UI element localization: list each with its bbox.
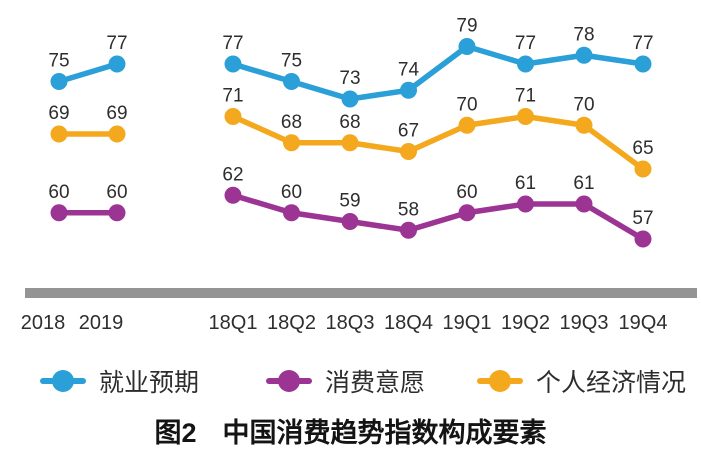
data-point-employment-outlook-19Q3 <box>575 46 593 64</box>
value-label-personal-economy-18Q3: 68 <box>339 112 360 133</box>
legend-item-consumption-willingness: 消费意愿 <box>266 363 425 399</box>
value-label-consumption-willingness-18Q3: 59 <box>339 191 360 212</box>
data-point-personal-economy-18Q2 <box>283 134 300 152</box>
value-label-consumption-willingness-18Q2: 60 <box>281 182 302 203</box>
data-point-consumption-willingness-18Q4 <box>400 221 417 239</box>
line-chart: 75 77 77 75 73 74 79 77 78 77 60 60 62 60 59 58 60 61 61 57… <box>21 16 697 334</box>
legend-marker-icon <box>266 369 312 393</box>
x-tick-18Q3: 18Q3 <box>326 312 375 334</box>
legend-dot <box>489 370 511 392</box>
x-tick-18Q1: 18Q1 <box>209 312 258 334</box>
data-point-consumption-willingness-18Q2 <box>283 204 300 222</box>
x-tick-18Q4: 18Q4 <box>384 312 433 334</box>
value-label-employment-outlook-2019: 77 <box>106 33 127 54</box>
series-line-consumption-willingness-quarterly <box>230 192 646 242</box>
x-tick-2018: 2018 <box>21 312 66 334</box>
data-point-employment-outlook-2019 <box>108 55 126 73</box>
x-tick-19Q3: 19Q3 <box>560 312 609 334</box>
series-line-personal-economy-quarterly <box>230 113 646 172</box>
value-label-employment-outlook-19Q4: 77 <box>632 33 653 54</box>
value-label-consumption-willingness-19Q2: 61 <box>515 173 536 194</box>
data-point-consumption-willingness-19Q2 <box>517 195 534 213</box>
data-point-employment-outlook-18Q3 <box>341 90 359 108</box>
value-label-consumption-willingness-18Q4: 58 <box>398 199 419 220</box>
legend-dot <box>278 370 300 392</box>
value-label-employment-outlook-2018: 75 <box>48 51 69 72</box>
chart-legend: 就业预期 消费意愿 个人经济情况 <box>0 363 701 399</box>
figure-caption: 图2 中国消费趋势指数构成要素 <box>0 411 701 450</box>
data-point-consumption-willingness-18Q1 <box>224 186 242 204</box>
legend-label-employment-outlook: 就业预期 <box>99 369 200 397</box>
value-label-personal-economy-18Q2: 68 <box>281 112 302 133</box>
x-tick-2019: 2019 <box>79 312 124 334</box>
value-label-employment-outlook-19Q3: 78 <box>573 24 594 45</box>
legend-marker-icon <box>40 369 86 393</box>
value-label-consumption-willingness-19Q4: 57 <box>632 208 653 229</box>
data-point-consumption-willingness-18Q3 <box>341 213 359 230</box>
legend-dot <box>52 370 74 392</box>
data-point-personal-economy-19Q1 <box>458 116 476 134</box>
legend-item-personal-economy: 个人经济情况 <box>477 363 686 399</box>
value-label-personal-economy-18Q1: 71 <box>222 86 243 107</box>
data-point-personal-economy-19Q2 <box>517 108 534 125</box>
legend-label-personal-economy: 个人经济情况 <box>536 369 687 397</box>
data-point-employment-outlook-2018 <box>50 73 68 90</box>
value-label-employment-outlook-18Q1: 77 <box>222 33 243 54</box>
data-point-consumption-willingness-19Q1 <box>458 204 476 222</box>
data-point-consumption-willingness-2018 <box>50 204 68 222</box>
value-label-employment-outlook-18Q2: 75 <box>281 51 302 72</box>
value-label-consumption-willingness-19Q3: 61 <box>573 173 594 194</box>
axis-divider-bar <box>25 288 697 298</box>
value-label-employment-outlook-19Q1: 79 <box>456 16 477 37</box>
data-point-personal-economy-2018 <box>50 125 68 143</box>
x-tick-19Q4: 19Q4 <box>619 312 668 334</box>
data-point-personal-economy-19Q3 <box>575 116 593 134</box>
data-point-consumption-willingness-2019 <box>108 204 126 222</box>
data-point-personal-economy-19Q4 <box>634 160 652 178</box>
value-label-employment-outlook-18Q3: 73 <box>339 68 360 89</box>
value-label-consumption-willingness-2018: 60 <box>48 182 69 203</box>
value-label-personal-economy-18Q4: 67 <box>398 121 419 142</box>
series-line-employment-outlook-quarterly <box>230 43 646 102</box>
data-point-personal-economy-18Q3 <box>341 134 359 152</box>
value-label-personal-economy-19Q4: 65 <box>632 138 653 159</box>
value-label-personal-economy-2019: 69 <box>106 103 127 124</box>
value-label-personal-economy-2018: 69 <box>48 103 69 124</box>
value-label-consumption-willingness-19Q1: 60 <box>456 182 477 203</box>
data-point-personal-economy-18Q4 <box>400 143 417 160</box>
data-point-employment-outlook-19Q4 <box>634 55 652 73</box>
value-label-employment-outlook-19Q2: 77 <box>515 33 536 54</box>
x-tick-19Q1: 19Q1 <box>443 312 492 334</box>
data-point-consumption-willingness-19Q4 <box>634 230 652 248</box>
value-label-personal-economy-19Q2: 71 <box>515 86 536 107</box>
data-point-employment-outlook-19Q1 <box>458 38 476 55</box>
data-point-personal-economy-2019 <box>108 125 126 143</box>
data-point-consumption-willingness-19Q3 <box>575 195 593 213</box>
data-point-personal-economy-18Q1 <box>224 108 242 125</box>
value-label-personal-economy-19Q3: 70 <box>573 94 594 115</box>
value-label-consumption-willingness-2019: 60 <box>106 182 127 203</box>
data-point-employment-outlook-19Q2 <box>517 55 534 73</box>
value-label-employment-outlook-18Q4: 74 <box>398 59 420 80</box>
data-point-employment-outlook-18Q4 <box>400 81 417 99</box>
value-label-consumption-willingness-18Q1: 62 <box>222 164 243 185</box>
x-tick-19Q2: 19Q2 <box>501 312 550 334</box>
data-point-employment-outlook-18Q1 <box>224 55 242 73</box>
legend-item-employment-outlook: 就业预期 <box>40 363 199 399</box>
data-point-employment-outlook-18Q2 <box>283 73 300 90</box>
x-tick-18Q2: 18Q2 <box>267 312 316 334</box>
series-line-employment-outlook-annual <box>56 61 120 85</box>
legend-marker-icon <box>477 369 523 393</box>
figure-label: 图2 <box>154 418 197 448</box>
legend-label-consumption-willingness: 消费意愿 <box>325 369 426 397</box>
value-label-personal-economy-19Q1: 70 <box>456 94 477 115</box>
figure-title: 中国消费趋势指数构成要素 <box>222 418 547 448</box>
